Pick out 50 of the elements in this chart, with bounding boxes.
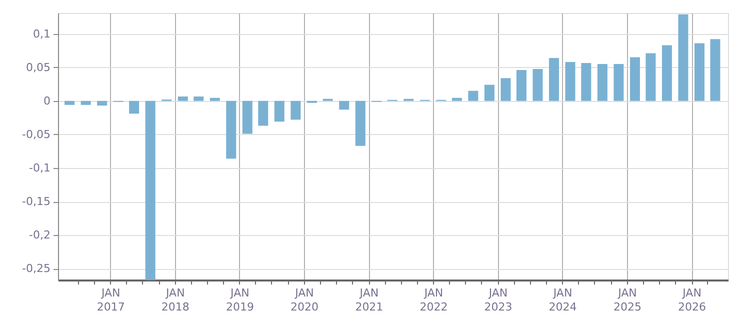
y-tick-label: -0,05: [22, 128, 50, 141]
bar: [500, 78, 511, 101]
bar: [242, 100, 252, 134]
bar: [532, 69, 543, 101]
x-tick-label: JAN 2026: [678, 286, 706, 313]
bar: [678, 14, 688, 101]
x-tick-label: JAN 2017: [96, 286, 125, 313]
y-tick-label: -0,2: [29, 228, 50, 242]
bar: [516, 70, 526, 101]
bar: [646, 53, 656, 101]
y-tick-label: 0,1: [33, 27, 50, 40]
x-tick-label: JAN 2018: [161, 286, 190, 313]
bar: [694, 43, 704, 101]
x-tick-label: JAN 2023: [484, 286, 512, 313]
x-tick-label: JAN 2020: [290, 286, 318, 313]
x-tick-label: JAN 2021: [355, 286, 384, 313]
bar: [548, 58, 559, 101]
y-tick-label: -0,15: [22, 195, 50, 208]
bar: [80, 100, 91, 105]
bar: [210, 98, 220, 101]
bar: [581, 62, 592, 101]
bar: [145, 100, 156, 280]
bar: [597, 64, 608, 101]
bar: [710, 39, 720, 101]
bar: [468, 90, 478, 101]
bar: [178, 96, 188, 101]
y-tick-label: -0,1: [29, 161, 50, 174]
bar: [484, 84, 494, 101]
bar: [129, 100, 140, 114]
bar: [614, 64, 624, 101]
bar: [274, 100, 284, 122]
x-tick-label: JAN 2024: [548, 286, 577, 313]
bar: [258, 100, 268, 126]
bar: [452, 98, 462, 101]
y-tick-label: 0,05: [26, 60, 50, 74]
bar: [194, 96, 204, 101]
bar: [565, 62, 576, 101]
x-tick-label: JAN 2022: [420, 286, 448, 313]
bar: [97, 100, 108, 106]
x-tick-label: JAN 2019: [226, 286, 254, 313]
y-tick-label: 0: [44, 94, 50, 108]
bar: [226, 100, 236, 159]
bar: [630, 57, 640, 101]
bar: [64, 100, 75, 105]
x-tick-label: JAN 2025: [613, 286, 642, 313]
bar: [662, 45, 672, 101]
bar: [355, 100, 366, 146]
y-tick-label: -0,25: [22, 262, 50, 276]
bar: [290, 100, 301, 120]
bar: [339, 100, 350, 110]
